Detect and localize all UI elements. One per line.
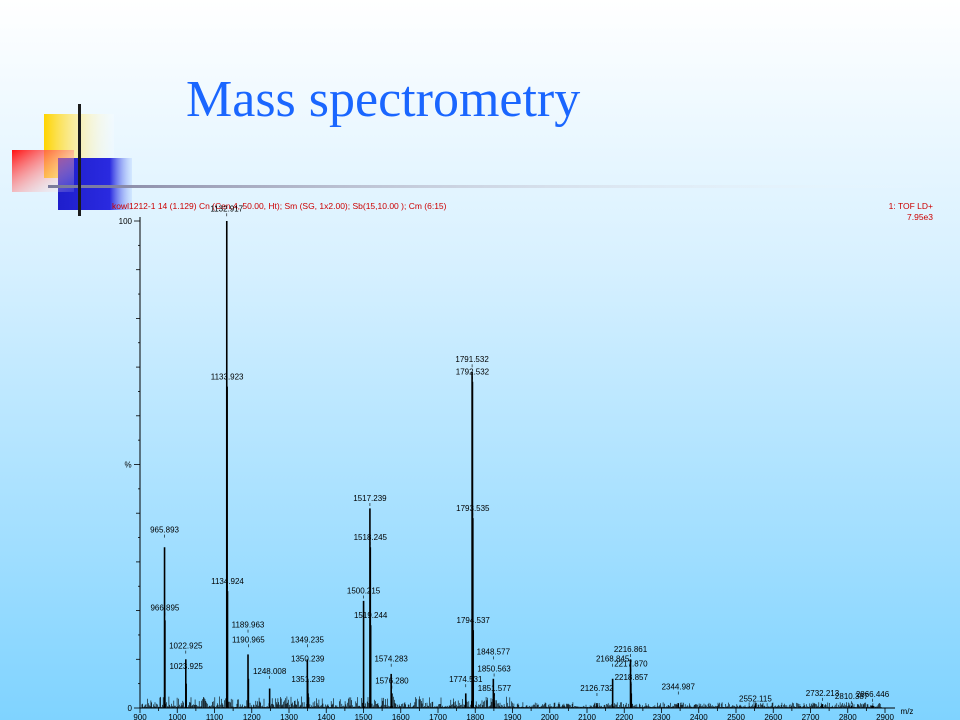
y-axis-label: % [124,461,131,470]
x-tick-label-2100: 2100 [578,713,596,720]
x-tick-label-1300: 1300 [280,713,298,720]
spectrum-mode: 1: TOF LD+ [889,201,933,211]
x-tick-label-2700: 2700 [802,713,820,720]
x-tick-label-900: 900 [133,713,147,720]
peak-label-28: 2168.845 [596,655,630,664]
peak-label-24: 1848.577 [477,647,511,656]
peak-label-6: 1134.924 [211,577,244,586]
peak-label-26: 1851.577 [478,684,512,693]
x-tick-label-1500: 1500 [355,713,373,720]
peak-label-3: 1023.925 [169,662,203,671]
peak-label-10: 1349.235 [291,635,325,644]
peak-label-14: 1517.239 [353,494,387,503]
peak-label-5: 1133.923 [211,372,244,381]
peak-label-23: 1794.537 [457,616,491,625]
peak-label-25: 1850.563 [477,664,511,673]
peak-label-18: 1576.280 [375,677,409,686]
spectrum-header: kowl1212-1 14 (1.129) Cn (Cen,4, 50.00, … [112,201,447,211]
x-tick-label-2200: 2200 [615,713,633,720]
peak-label-27: 2126.732 [580,684,614,693]
peak-label-11: 1350.239 [291,655,325,664]
x-tick-label-1200: 1200 [243,713,261,720]
x-tick-label-1000: 1000 [168,713,186,720]
peak-label-19: 1774.531 [449,675,483,684]
peak-label-12: 1351.239 [291,675,325,684]
peak-label-1: 966.895 [150,604,179,613]
peak-label-2: 1022.925 [169,642,203,651]
x-axis-label: m/z [901,707,914,716]
peak-label-16: 1519.244 [354,611,388,620]
spectrum-base-intensity: 7.95e3 [907,212,933,222]
x-tick-label-1100: 1100 [206,713,224,720]
peak-label-21: 1792.532 [456,367,490,376]
x-tick-label-2800: 2800 [839,713,857,720]
x-tick-label-2300: 2300 [653,713,671,720]
peak-label-31: 2218.857 [615,673,649,682]
peak-label-33: 2552.115 [739,695,772,704]
peak-label-34: 2732.213 [806,689,840,698]
peak-label-7: 1189.963 [232,621,265,630]
peak-label-20: 1791.532 [455,355,489,364]
peak-label-32: 2344.987 [662,682,696,691]
peak-label-9: 1248.008 [253,667,287,676]
x-tick-label-1600: 1600 [392,713,410,720]
x-tick-label-2900: 2900 [876,713,894,720]
peak-label-0: 965.893 [150,526,179,535]
peak-label-29: 2216.861 [614,645,648,654]
peak-label-4: 1132.917 [210,204,243,213]
x-tick-label-2600: 2600 [764,713,782,720]
peak-label-35: 2810.387 [835,692,869,701]
x-tick-label-2500: 2500 [727,713,745,720]
x-tick-label-1800: 1800 [466,713,484,720]
x-tick-label-2400: 2400 [690,713,708,720]
peak-label-36: 2866.446 [856,690,890,699]
peak-label-15: 1518.245 [354,533,388,542]
x-tick-label-1900: 1900 [504,713,522,720]
x-tick-label-2000: 2000 [541,713,559,720]
peak-label-8: 1190.965 [232,635,265,644]
x-tick-label-1400: 1400 [317,713,335,720]
y-tick-label-0: 0 [128,704,133,713]
peak-label-13: 1500.215 [347,587,381,596]
peak-label-30: 2217.870 [614,660,648,669]
baseline-noise [141,696,882,708]
slide-title: Mass spectrometry [186,71,581,128]
peak-label-17: 1574.283 [374,655,408,664]
x-tick-label-1700: 1700 [429,713,447,720]
y-tick-label-100: 100 [119,217,133,226]
peak-label-22: 1793.535 [456,504,490,513]
